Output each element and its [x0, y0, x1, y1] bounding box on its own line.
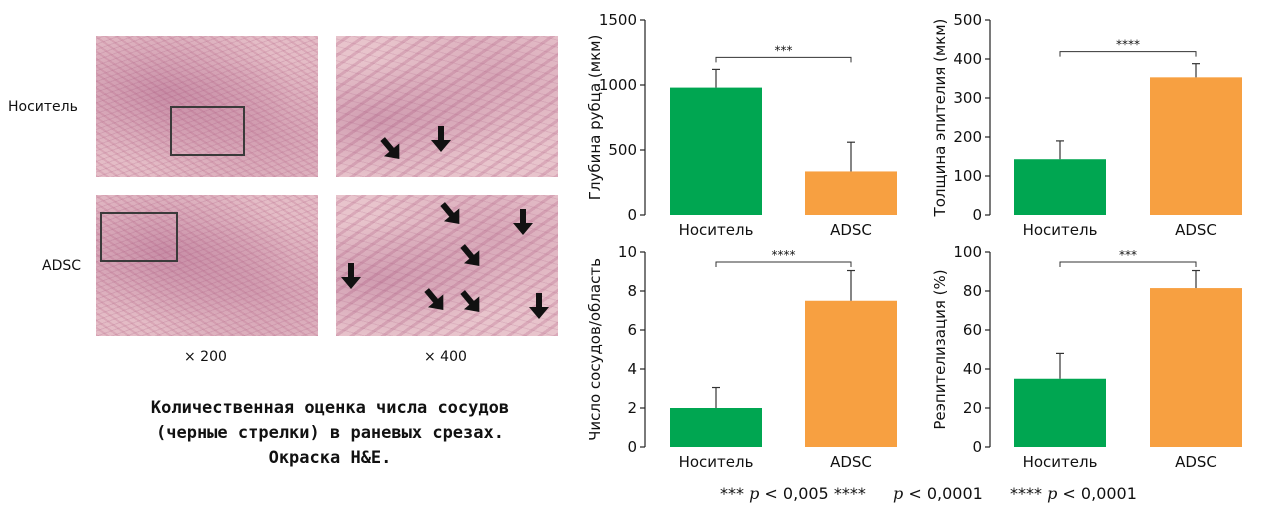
- footnote-p-1: p: [749, 484, 760, 503]
- down-arrow-icon: [529, 293, 549, 319]
- footnote-stars-1: ***: [720, 484, 750, 503]
- bar: [1014, 378, 1106, 447]
- y-tick-label: 0: [627, 438, 637, 456]
- y-tick-label: 20: [963, 399, 982, 417]
- region-of-interest-box: [100, 212, 178, 262]
- down-arrow-icon: [440, 202, 460, 224]
- y-axis-label: Реэпителизация (%): [931, 269, 949, 429]
- down-arrow-icon: [380, 137, 400, 159]
- y-tick-label: 60: [963, 321, 982, 339]
- magnification-label-400: × 400: [424, 349, 467, 365]
- footnote-p-3: p: [1047, 484, 1058, 503]
- significance-bracket: [1059, 261, 1197, 267]
- significance-footnote-1: *** p < 0,005 ****: [720, 484, 866, 503]
- bar: [1150, 288, 1242, 447]
- micrograph-vehicle-x200: [96, 36, 318, 177]
- down-arrow-icon: [513, 209, 533, 235]
- y-tick-label: 0: [627, 206, 637, 224]
- y-tick-label: 300: [953, 89, 982, 107]
- y-tick-label: 100: [953, 167, 982, 185]
- x-category-label: Носитель: [679, 221, 754, 239]
- footnote-stars-3: ****: [1010, 484, 1048, 503]
- magnification-label-200: × 200: [184, 349, 227, 365]
- row-label-adsc: ADSC: [42, 258, 82, 274]
- down-arrow-icon: [431, 126, 451, 152]
- row-label-vehicle: Носитель: [8, 99, 78, 115]
- chart-scar-depth: 0 500 1000 1500 Глубина рубца (мкм) Носитель A…: [586, 11, 897, 239]
- bar: [1150, 77, 1242, 215]
- micrograph-adsc-x200: [96, 195, 318, 336]
- x-category-label: ADSC: [1175, 221, 1217, 239]
- x-category-label: Носитель: [679, 453, 754, 471]
- down-arrow-icon: [424, 288, 444, 310]
- footnote-threshold-1: < 0,005 ****: [759, 484, 866, 503]
- bar: [805, 171, 897, 215]
- y-tick-label: 6: [627, 321, 637, 339]
- caption-line-3: Окраска H&E.: [268, 448, 392, 468]
- footnote-threshold-3: < 0,0001: [1057, 484, 1137, 503]
- y-tick-label: 10: [618, 243, 637, 261]
- down-arrow-icon: [460, 244, 480, 266]
- y-tick-label: 200: [953, 128, 982, 146]
- y-tick-label: 40: [963, 360, 982, 378]
- y-tick-label: 400: [953, 50, 982, 68]
- y-tick-label: 2: [627, 399, 637, 417]
- caption-line-1: Количественная оценка числа сосудов: [150, 398, 510, 418]
- significance-stars: ****: [1116, 38, 1140, 52]
- bar: [670, 87, 762, 215]
- bar: [805, 300, 897, 447]
- x-category-label: Носитель: [1023, 453, 1098, 471]
- y-axis-label: Толщина эпителия (мкм): [931, 19, 949, 218]
- x-category-label: ADSC: [830, 221, 872, 239]
- significance-footnote-2: p < 0,0001: [893, 484, 983, 503]
- x-category-label: ADSC: [830, 453, 872, 471]
- region-of-interest-box: [170, 106, 245, 156]
- significance-stars: ****: [772, 248, 796, 262]
- y-tick-label: 0: [972, 438, 982, 456]
- significance-bracket: [715, 261, 852, 267]
- bar: [670, 408, 762, 447]
- y-tick-label: 500: [953, 11, 982, 29]
- y-tick-label: 4: [627, 360, 637, 378]
- chart-vessel-count: 0 2 4 6 8 10 Число сосудов/область Носитель ADSC…: [586, 243, 897, 471]
- x-category-label: ADSC: [1175, 453, 1217, 471]
- bar: [1014, 159, 1106, 215]
- y-tick-label: 0: [972, 206, 982, 224]
- figure-caption: Количественная оценка числа сосудов (чер…: [95, 396, 565, 471]
- y-tick-label: 80: [963, 282, 982, 300]
- down-arrow-icon: [341, 263, 361, 289]
- x-category-label: Носитель: [1023, 221, 1098, 239]
- y-tick-label: 1500: [599, 11, 637, 29]
- down-arrow-icon: [460, 290, 480, 312]
- significance-bracket: [715, 56, 852, 63]
- significance-footnote-3: **** p < 0,0001: [1010, 484, 1137, 503]
- caption-line-2: (черные стрелки) в раневых срезах.: [156, 423, 504, 443]
- micrograph-adsc-x400: [336, 195, 558, 336]
- y-axis-label: Число сосудов/область: [586, 258, 604, 441]
- y-tick-label: 100: [953, 243, 982, 261]
- significance-stars: ***: [775, 43, 793, 57]
- footnote-p-2: p: [893, 484, 904, 503]
- footnote-threshold-2: < 0,0001: [903, 484, 983, 503]
- y-tick-label: 1000: [599, 76, 637, 94]
- micrograph-vehicle-x400: [336, 36, 558, 177]
- significance-bracket: [1059, 51, 1197, 57]
- y-tick-label: 8: [627, 282, 637, 300]
- significance-stars: ***: [1119, 248, 1137, 262]
- y-axis-label: Глубина рубца (мкм): [586, 35, 604, 201]
- y-tick-label: 500: [608, 141, 637, 159]
